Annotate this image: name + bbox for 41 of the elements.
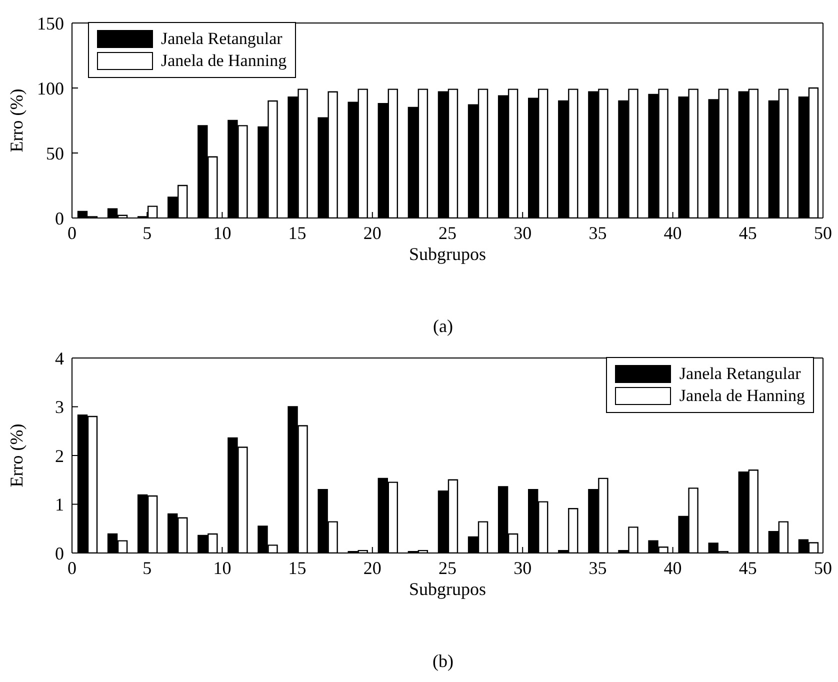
x-tick-label: 25 (438, 222, 456, 243)
legend-label: Janela Retangular (679, 364, 801, 384)
x-tick-label: 0 (68, 222, 76, 243)
x-axis-title: Subgrupos (408, 244, 486, 264)
y-tick-label: 4 (55, 348, 64, 368)
x-tick-label: 5 (142, 558, 152, 578)
text: (a) (432, 316, 454, 337)
x-tick-label: 5 (142, 222, 152, 243)
legend-label: Janela de Hanning (161, 51, 287, 71)
y-tick-label: 150 (37, 13, 64, 34)
y-tick-label: 0 (55, 208, 64, 228)
y-tick-label: 3 (55, 397, 64, 418)
x-tick-label: 45 (738, 222, 757, 243)
x-tick-label: 10 (213, 222, 232, 243)
y-tick-label: 50 (46, 143, 64, 164)
x-tick-label: 40 (664, 558, 682, 578)
x-tick-label: 0 (68, 558, 76, 578)
x-tick-label: 35 (588, 558, 607, 578)
y-axis-title: Erro (%) (6, 88, 26, 152)
y-tick-label: 100 (37, 78, 64, 98)
x-tick-label: 15 (288, 222, 306, 243)
x-tick-label: 15 (288, 558, 306, 578)
x-tick-label: 50 (814, 558, 832, 578)
x-axis-title: Subgrupos (408, 579, 486, 599)
x-tick-label: 20 (363, 558, 382, 578)
x-tick-label: 40 (664, 222, 682, 243)
x-tick-label: 35 (588, 222, 607, 243)
y-tick-label: 2 (55, 446, 64, 466)
legend-label: Janela Retangular (161, 29, 282, 49)
x-tick-label: 10 (213, 558, 232, 578)
legend-label: Janela de Hanning (679, 386, 805, 406)
x-tick-label: 45 (738, 558, 757, 578)
x-tick-label: 30 (514, 222, 532, 243)
x-tick-label: 30 (514, 558, 532, 578)
x-tick-label: 20 (363, 222, 382, 243)
y-tick-label: 1 (55, 494, 64, 515)
x-tick-label: 50 (814, 222, 832, 243)
y-tick-label: 0 (55, 543, 64, 564)
x-tick-label: 25 (438, 558, 456, 578)
text: (b) (432, 651, 454, 672)
y-axis-title: Erro (%) (6, 424, 26, 488)
